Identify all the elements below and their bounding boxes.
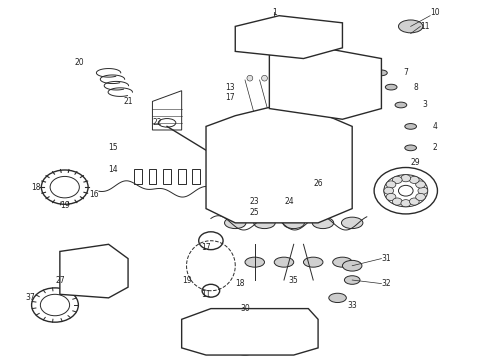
Ellipse shape (334, 73, 351, 87)
Text: 29: 29 (411, 158, 420, 167)
Ellipse shape (291, 153, 316, 164)
Polygon shape (182, 309, 318, 355)
Text: 22: 22 (152, 118, 162, 127)
Ellipse shape (358, 73, 375, 87)
Text: 3: 3 (423, 100, 428, 109)
Polygon shape (206, 102, 352, 223)
Bar (178, 169, 186, 184)
Ellipse shape (285, 73, 302, 87)
Ellipse shape (405, 123, 416, 129)
Ellipse shape (274, 257, 294, 267)
Text: 16: 16 (89, 190, 99, 199)
Text: 10: 10 (430, 8, 440, 17)
Ellipse shape (245, 257, 265, 267)
Ellipse shape (224, 217, 246, 229)
Text: 11: 11 (420, 22, 430, 31)
Ellipse shape (329, 293, 346, 302)
Ellipse shape (418, 187, 428, 194)
Ellipse shape (233, 153, 257, 164)
Text: 21: 21 (123, 97, 133, 106)
Bar (193, 169, 200, 184)
Polygon shape (152, 91, 182, 130)
Ellipse shape (392, 176, 402, 184)
Ellipse shape (247, 75, 253, 81)
Ellipse shape (395, 102, 407, 108)
Bar (134, 169, 142, 184)
Ellipse shape (320, 153, 345, 164)
Polygon shape (235, 16, 343, 59)
Ellipse shape (262, 75, 268, 81)
Text: 24: 24 (284, 197, 294, 206)
Text: 15: 15 (109, 143, 118, 152)
Ellipse shape (303, 257, 323, 267)
Ellipse shape (262, 153, 287, 164)
Ellipse shape (283, 217, 304, 229)
Ellipse shape (385, 84, 397, 90)
Text: 8: 8 (413, 83, 418, 92)
Text: 14: 14 (109, 165, 118, 174)
Ellipse shape (386, 193, 396, 201)
Polygon shape (60, 244, 128, 298)
Ellipse shape (254, 217, 275, 229)
Text: 7: 7 (403, 68, 408, 77)
Text: 19: 19 (60, 201, 70, 210)
Ellipse shape (333, 257, 352, 267)
Text: 37: 37 (26, 293, 35, 302)
Ellipse shape (344, 276, 360, 284)
Text: 35: 35 (289, 275, 298, 284)
Text: 27: 27 (55, 275, 65, 284)
Text: 17: 17 (201, 243, 211, 252)
Ellipse shape (375, 70, 387, 76)
Text: 13: 13 (225, 83, 235, 92)
Ellipse shape (386, 181, 396, 188)
Text: 31: 31 (382, 254, 391, 263)
Text: 23: 23 (250, 197, 260, 206)
Text: 1: 1 (272, 8, 277, 17)
Polygon shape (270, 44, 381, 119)
Ellipse shape (236, 348, 254, 355)
Text: 20: 20 (74, 58, 84, 67)
Text: 11: 11 (201, 290, 211, 299)
Text: 18: 18 (31, 183, 40, 192)
Text: 17: 17 (225, 93, 235, 102)
Text: 33: 33 (347, 301, 357, 310)
Text: 32: 32 (382, 279, 391, 288)
Bar (148, 169, 156, 184)
Ellipse shape (410, 176, 419, 184)
Ellipse shape (312, 217, 334, 229)
Ellipse shape (401, 200, 411, 207)
Ellipse shape (416, 193, 425, 201)
Bar (163, 169, 171, 184)
Ellipse shape (416, 181, 425, 188)
Text: 18: 18 (235, 279, 245, 288)
Ellipse shape (276, 75, 282, 81)
Text: 2: 2 (433, 143, 438, 152)
Ellipse shape (343, 260, 362, 271)
Ellipse shape (291, 75, 296, 81)
Ellipse shape (401, 175, 411, 182)
Text: 25: 25 (250, 208, 260, 217)
Ellipse shape (342, 217, 363, 229)
Ellipse shape (405, 145, 416, 151)
Ellipse shape (398, 20, 423, 33)
Text: 19: 19 (182, 275, 192, 284)
Text: 26: 26 (313, 179, 323, 188)
Text: 4: 4 (433, 122, 438, 131)
Ellipse shape (410, 198, 419, 205)
Ellipse shape (309, 73, 327, 87)
Text: 30: 30 (240, 304, 250, 313)
Ellipse shape (384, 187, 393, 194)
Ellipse shape (392, 198, 402, 205)
